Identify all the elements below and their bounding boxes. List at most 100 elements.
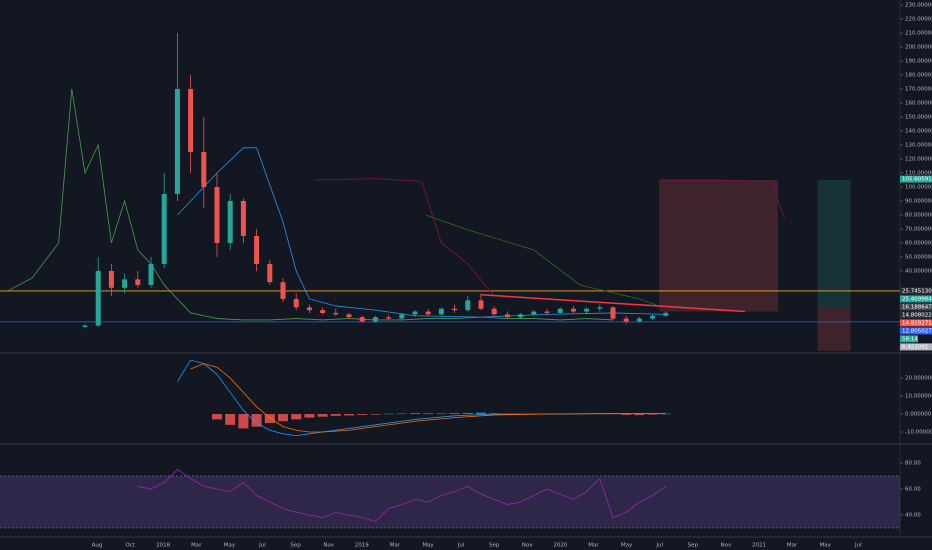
y-tick-label: 190.000000 xyxy=(905,59,932,65)
histogram-bar xyxy=(476,412,486,415)
price-tag xyxy=(900,287,932,295)
y-tick-label: 160.000000 xyxy=(905,101,932,107)
candle-body xyxy=(491,308,497,315)
price-tag xyxy=(900,303,932,311)
candle-body xyxy=(531,311,537,315)
candle-body xyxy=(663,312,669,316)
histogram-bar xyxy=(264,414,275,424)
candle-body xyxy=(412,311,418,315)
histogram-bar xyxy=(251,414,262,427)
histogram-bar xyxy=(344,414,354,416)
position-zone xyxy=(659,179,778,312)
candle-body xyxy=(425,311,431,315)
x-tick-label: Jul xyxy=(258,543,266,549)
x-tick-label: 2020 xyxy=(553,543,567,549)
candle-body xyxy=(333,312,339,315)
y-tick-label: 110.000000 xyxy=(905,170,932,176)
indicator-line xyxy=(659,179,785,218)
price-tag xyxy=(900,175,932,183)
price-tag-label: 12.805027 xyxy=(902,328,932,334)
histogram-bar xyxy=(304,414,315,418)
indicator-line xyxy=(5,88,614,321)
x-tick-label: Mar xyxy=(191,543,202,549)
candle-body xyxy=(188,89,194,152)
candle-body xyxy=(597,307,603,309)
y-tick-label: 130.000000 xyxy=(905,142,932,148)
histogram-bar xyxy=(423,413,434,415)
candle-body xyxy=(518,314,524,318)
countdown-tag xyxy=(900,335,918,343)
y-tick-label: 140.000000 xyxy=(905,129,932,135)
y-tick-label: 0.000000 xyxy=(905,412,932,418)
candle-body xyxy=(346,314,352,318)
y-tick-label: 40.000000 xyxy=(905,268,932,274)
y-tick-label: 210.000000 xyxy=(905,31,932,37)
price-tag xyxy=(900,343,932,351)
histogram-bar xyxy=(449,413,460,415)
price-tag-label: 14.829271 xyxy=(902,320,932,326)
candle-body xyxy=(135,279,141,285)
x-tick-label: Sep xyxy=(290,543,301,549)
histogram-bar xyxy=(357,414,368,415)
x-tick-label: May xyxy=(224,543,236,549)
x-tick-label: Jul xyxy=(457,543,465,549)
x-tick-label: May xyxy=(621,543,633,549)
candle-body xyxy=(438,308,444,315)
indicator-line xyxy=(177,147,666,318)
candle-body xyxy=(320,310,326,313)
candle-body xyxy=(544,311,550,313)
candle-body xyxy=(82,325,88,327)
y-tick-label: 80.000000 xyxy=(905,212,932,218)
candle-body xyxy=(504,314,510,318)
y-tick-label: 180.000000 xyxy=(905,73,932,79)
candle-body xyxy=(267,263,273,283)
histogram-bar xyxy=(370,414,381,415)
histogram-bar xyxy=(278,414,288,422)
candle-body xyxy=(240,200,246,236)
candle-body xyxy=(95,270,101,326)
candle-body xyxy=(214,186,220,243)
candle-body xyxy=(280,282,286,299)
candle-body xyxy=(108,270,114,288)
histogram-bar xyxy=(383,413,394,415)
price-tag xyxy=(900,295,932,303)
y-tick-label: 150.000000 xyxy=(905,115,932,121)
x-tick-label: Jul xyxy=(655,543,663,549)
candle-body xyxy=(293,298,299,308)
price-tag xyxy=(900,319,932,327)
price-tag-label: 14.808022 xyxy=(902,312,932,318)
x-tick-label: 2018 xyxy=(156,543,170,549)
position-zone xyxy=(817,179,851,308)
price-tag-label: 16.188647 xyxy=(902,304,932,310)
histogram-bar xyxy=(436,413,447,415)
candle-body xyxy=(122,279,128,288)
y-tick-label: -10.000000 xyxy=(905,430,932,436)
x-tick-label: May xyxy=(820,543,832,549)
indicator-line xyxy=(425,214,660,307)
price-tag-label: 25.745130 xyxy=(902,288,932,294)
x-tick-label: Aug xyxy=(92,543,103,549)
histogram-bar xyxy=(660,413,671,415)
price-tag-label: 25.409984 xyxy=(902,296,932,302)
y-tick-label: 100.000000 xyxy=(905,184,932,190)
price-tag-label: 6.452092 xyxy=(902,344,928,350)
countdown-label: 58:14 xyxy=(902,336,918,342)
trend-line xyxy=(480,294,746,313)
candle-body xyxy=(372,317,378,322)
y-tick-label: 120.000000 xyxy=(905,156,932,162)
indicator-line xyxy=(314,178,495,297)
y-tick-label: 170.000000 xyxy=(905,87,932,93)
price-tag xyxy=(900,327,932,335)
x-tick-label: Sep xyxy=(688,543,699,549)
candle-body xyxy=(227,200,233,243)
candle-body xyxy=(478,300,484,309)
x-tick-label: Jul xyxy=(854,543,862,549)
histogram-bar xyxy=(291,414,302,420)
y-tick-label: 220.000000 xyxy=(905,17,932,23)
x-tick-label: Sep xyxy=(489,543,500,549)
macd-line xyxy=(190,363,666,433)
x-tick-label: 2021 xyxy=(752,543,766,549)
candle-body xyxy=(386,317,392,319)
